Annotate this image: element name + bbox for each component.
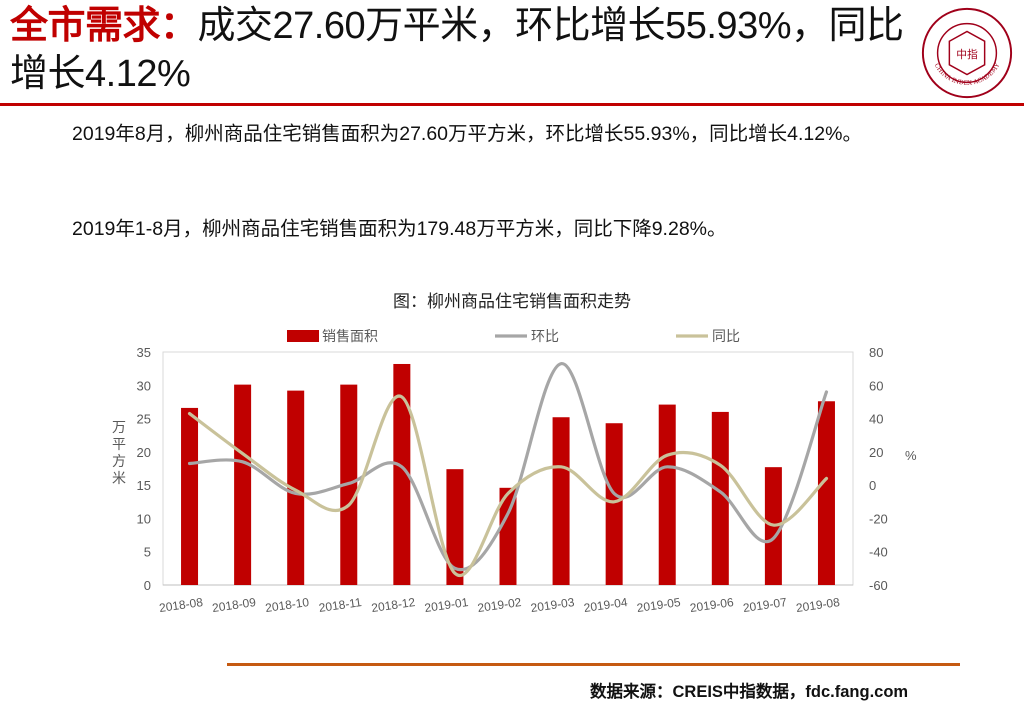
bar-sales-area bbox=[446, 469, 464, 585]
y-tick-label: 20 bbox=[137, 445, 151, 460]
y2-tick-label: 20 bbox=[869, 445, 883, 460]
bar-sales-area bbox=[817, 401, 835, 585]
bar-sales-area bbox=[552, 417, 570, 585]
legend-sales-area-label: 销售面积 bbox=[322, 329, 378, 345]
x-tick-label: 2019-08 bbox=[795, 595, 841, 615]
y2-tick-label: 60 bbox=[869, 378, 883, 393]
x-tick-label: 2019-05 bbox=[636, 595, 682, 615]
y2-tick-label: 0 bbox=[869, 478, 876, 493]
x-tick-label: 2019-01 bbox=[424, 595, 470, 615]
y2-tick-label: -20 bbox=[869, 511, 888, 526]
title-text: 成交27.60万平米，环比增长55.93%，同比增长4.12% bbox=[10, 5, 904, 95]
y-tick-label: 15 bbox=[137, 478, 151, 493]
x-tick-label: 2018-10 bbox=[264, 595, 310, 615]
legend-mom-label: 环比 bbox=[531, 329, 559, 345]
y2-tick-label: 80 bbox=[869, 345, 883, 360]
y2-tick-label: 40 bbox=[869, 412, 883, 427]
x-tick-label: 2019-06 bbox=[689, 595, 735, 615]
x-tick-label: 2019-03 bbox=[530, 595, 576, 615]
y-tick-label: 5 bbox=[144, 545, 151, 560]
y2-tick-label: -60 bbox=[869, 578, 888, 593]
x-tick-label: 2019-07 bbox=[742, 595, 788, 615]
china-index-academy-logo-icon: 中指 CHINA INDEX ACADEMY bbox=[921, 7, 1013, 99]
paragraph-sales-august: 2019年8月，柳州商品住宅销售面积为27.60万平方米，环比增长55.93%，… bbox=[72, 123, 862, 145]
legend-yoy-label: 同比 bbox=[712, 329, 740, 345]
page-title: 全市需求：成交27.60万平米，环比增长55.93%，同比增长4.12% bbox=[10, 2, 940, 98]
bar-sales-area bbox=[605, 423, 623, 585]
bar-sales-area bbox=[499, 487, 517, 585]
y-tick-label: 30 bbox=[137, 378, 151, 393]
y-tick-label: 25 bbox=[137, 412, 151, 427]
bar-sales-area bbox=[658, 404, 676, 585]
bar-sales-area bbox=[287, 390, 305, 585]
x-tick-label: 2018-08 bbox=[158, 595, 204, 615]
bar-sales-area bbox=[711, 411, 729, 585]
y2-axis-label: % bbox=[905, 448, 917, 463]
x-tick-label: 2018-12 bbox=[371, 595, 417, 615]
x-tick-label: 2019-04 bbox=[583, 595, 629, 615]
chart-title: 图：柳州商品住宅销售面积走势 bbox=[393, 292, 631, 311]
bar-sales-area bbox=[393, 363, 411, 585]
data-source: 数据来源：CREIS中指数据，fdc.fang.com bbox=[590, 683, 909, 701]
y-tick-label: 35 bbox=[137, 345, 151, 360]
header-divider bbox=[0, 103, 1024, 106]
y-tick-label: 0 bbox=[144, 578, 151, 593]
x-tick-label: 2018-09 bbox=[211, 595, 257, 615]
line-yoy-change bbox=[187, 394, 829, 578]
logo-center-text: 中指 bbox=[956, 48, 978, 61]
x-tick-label: 2018-11 bbox=[318, 595, 363, 615]
bar-sales-area bbox=[234, 384, 252, 585]
y-tick-label: 10 bbox=[137, 511, 151, 526]
paragraph-sales-ytd: 2019年1-8月，柳州商品住宅销售面积为179.48万平方米，同比下降9.28… bbox=[72, 218, 727, 240]
y2-tick-label: -40 bbox=[869, 545, 888, 560]
title-keyword: 全市需求： bbox=[10, 5, 198, 47]
y-axis-label: 万平方米 bbox=[112, 420, 126, 487]
x-tick-label: 2019-02 bbox=[477, 595, 523, 615]
legend-sales-area-swatch bbox=[287, 330, 319, 342]
bar-sales-area bbox=[181, 407, 199, 585]
line-mom-change bbox=[187, 362, 829, 572]
footer-divider bbox=[227, 663, 960, 666]
